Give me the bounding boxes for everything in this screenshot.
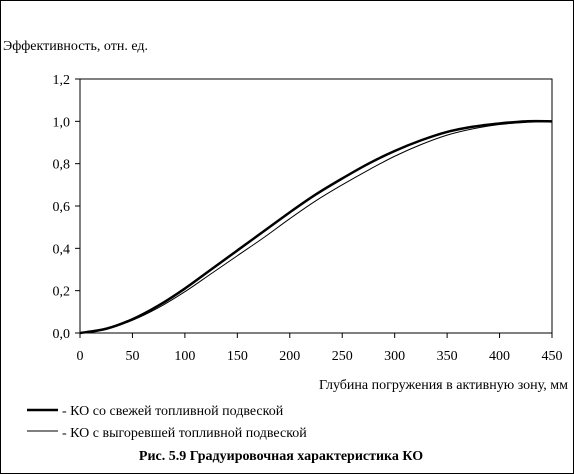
plot-area <box>79 78 553 334</box>
x-tick-label: 200 <box>279 349 300 364</box>
x-tick-label: 50 <box>125 349 139 364</box>
legend-label-fresh: - КО со свежей топливной подвеской <box>62 404 284 419</box>
legend-label-burned: - КО с выгоревшей топливной подвеской <box>62 426 307 441</box>
x-tick-label: 300 <box>384 349 405 364</box>
y-tick-label: 1,2 <box>53 73 71 88</box>
figure-caption: Рис. 5.9 Градуировочная характеристика К… <box>139 449 423 464</box>
y-axis: 0,0 0,2 0,4 0,6 0,8 1,0 1,2 <box>53 73 80 342</box>
x-tick-label: 0 <box>77 349 84 364</box>
series-line-burned <box>79 120 553 334</box>
series-lines <box>79 119 553 335</box>
y-tick-label: 0,8 <box>53 158 71 173</box>
x-axis: 0 50 100 150 200 250 300 350 400 450 <box>77 333 563 364</box>
y-tick-label: 1,0 <box>53 115 71 130</box>
y-tick-label: 0,4 <box>53 242 71 257</box>
y-axis-title: Эффективность, отн. ед. <box>3 39 148 54</box>
series-line-fresh <box>79 119 553 335</box>
x-tick-label: 100 <box>174 349 195 364</box>
y-tick-label: 0,2 <box>53 285 71 300</box>
x-tick-label: 150 <box>227 349 248 364</box>
x-tick-label: 250 <box>332 349 353 364</box>
y-tick-label: 0,0 <box>53 327 71 342</box>
x-tick-label: 350 <box>437 349 458 364</box>
y-tick-label: 0,6 <box>53 200 71 215</box>
x-tick-label: 400 <box>489 349 510 364</box>
x-tick-label: 450 <box>542 349 563 364</box>
x-axis-title: Глубина погружения в активную зону, мм <box>319 378 568 393</box>
